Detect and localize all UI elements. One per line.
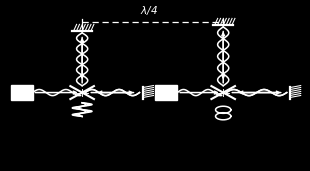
Bar: [11, 85, 33, 100]
Bar: [155, 85, 177, 100]
Text: $\lambda$/4: $\lambda$/4: [140, 4, 157, 17]
